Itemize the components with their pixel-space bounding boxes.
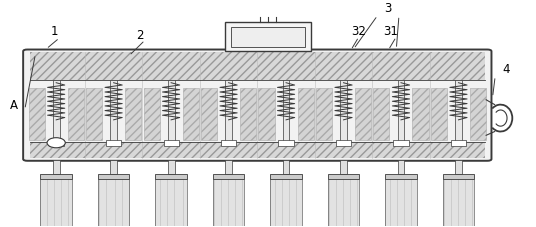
Text: 3: 3 xyxy=(385,2,392,15)
Bar xyxy=(413,88,429,140)
Bar xyxy=(336,140,351,146)
Bar xyxy=(40,174,72,179)
Bar xyxy=(455,160,462,174)
Bar xyxy=(297,88,314,140)
Bar xyxy=(230,27,306,47)
Bar xyxy=(340,81,347,141)
Bar xyxy=(155,174,187,179)
Bar xyxy=(110,81,117,141)
Bar xyxy=(470,88,486,140)
Bar xyxy=(340,160,347,174)
Bar xyxy=(225,22,311,51)
Text: 32: 32 xyxy=(352,25,366,38)
Bar xyxy=(398,81,405,141)
Bar xyxy=(168,160,175,174)
Bar xyxy=(163,140,178,146)
Bar xyxy=(168,81,175,141)
Bar xyxy=(213,174,244,179)
Bar xyxy=(144,88,160,140)
Bar xyxy=(106,140,121,146)
Bar xyxy=(125,88,141,140)
Bar xyxy=(270,174,302,179)
Bar xyxy=(225,81,232,141)
Bar xyxy=(183,88,199,140)
Bar xyxy=(355,88,371,140)
Bar xyxy=(53,160,59,174)
Text: 1: 1 xyxy=(50,25,58,38)
Text: A: A xyxy=(10,99,18,112)
Bar xyxy=(30,142,485,158)
Bar xyxy=(279,140,294,146)
Bar xyxy=(398,160,405,174)
Bar xyxy=(53,81,59,141)
Bar xyxy=(258,88,274,140)
Bar xyxy=(327,174,359,179)
Bar xyxy=(451,140,466,146)
Bar xyxy=(49,140,64,146)
FancyBboxPatch shape xyxy=(23,49,492,161)
Bar xyxy=(98,174,129,179)
Bar xyxy=(30,52,485,81)
Bar xyxy=(68,88,84,140)
Bar xyxy=(393,140,408,146)
Bar xyxy=(431,88,447,140)
Bar xyxy=(455,81,462,141)
Bar xyxy=(110,160,117,174)
Ellipse shape xyxy=(47,138,65,148)
Bar xyxy=(385,174,417,179)
Bar xyxy=(225,160,232,174)
Bar xyxy=(443,174,474,179)
Bar xyxy=(282,160,289,174)
Bar xyxy=(240,88,256,140)
Bar xyxy=(374,88,390,140)
Bar xyxy=(201,88,217,140)
Text: 31: 31 xyxy=(384,25,398,38)
Text: 2: 2 xyxy=(136,29,144,42)
Bar xyxy=(86,88,102,140)
Bar xyxy=(28,88,44,140)
Bar xyxy=(221,140,236,146)
Bar xyxy=(282,81,289,141)
Bar xyxy=(316,88,332,140)
Text: 4: 4 xyxy=(502,63,510,76)
